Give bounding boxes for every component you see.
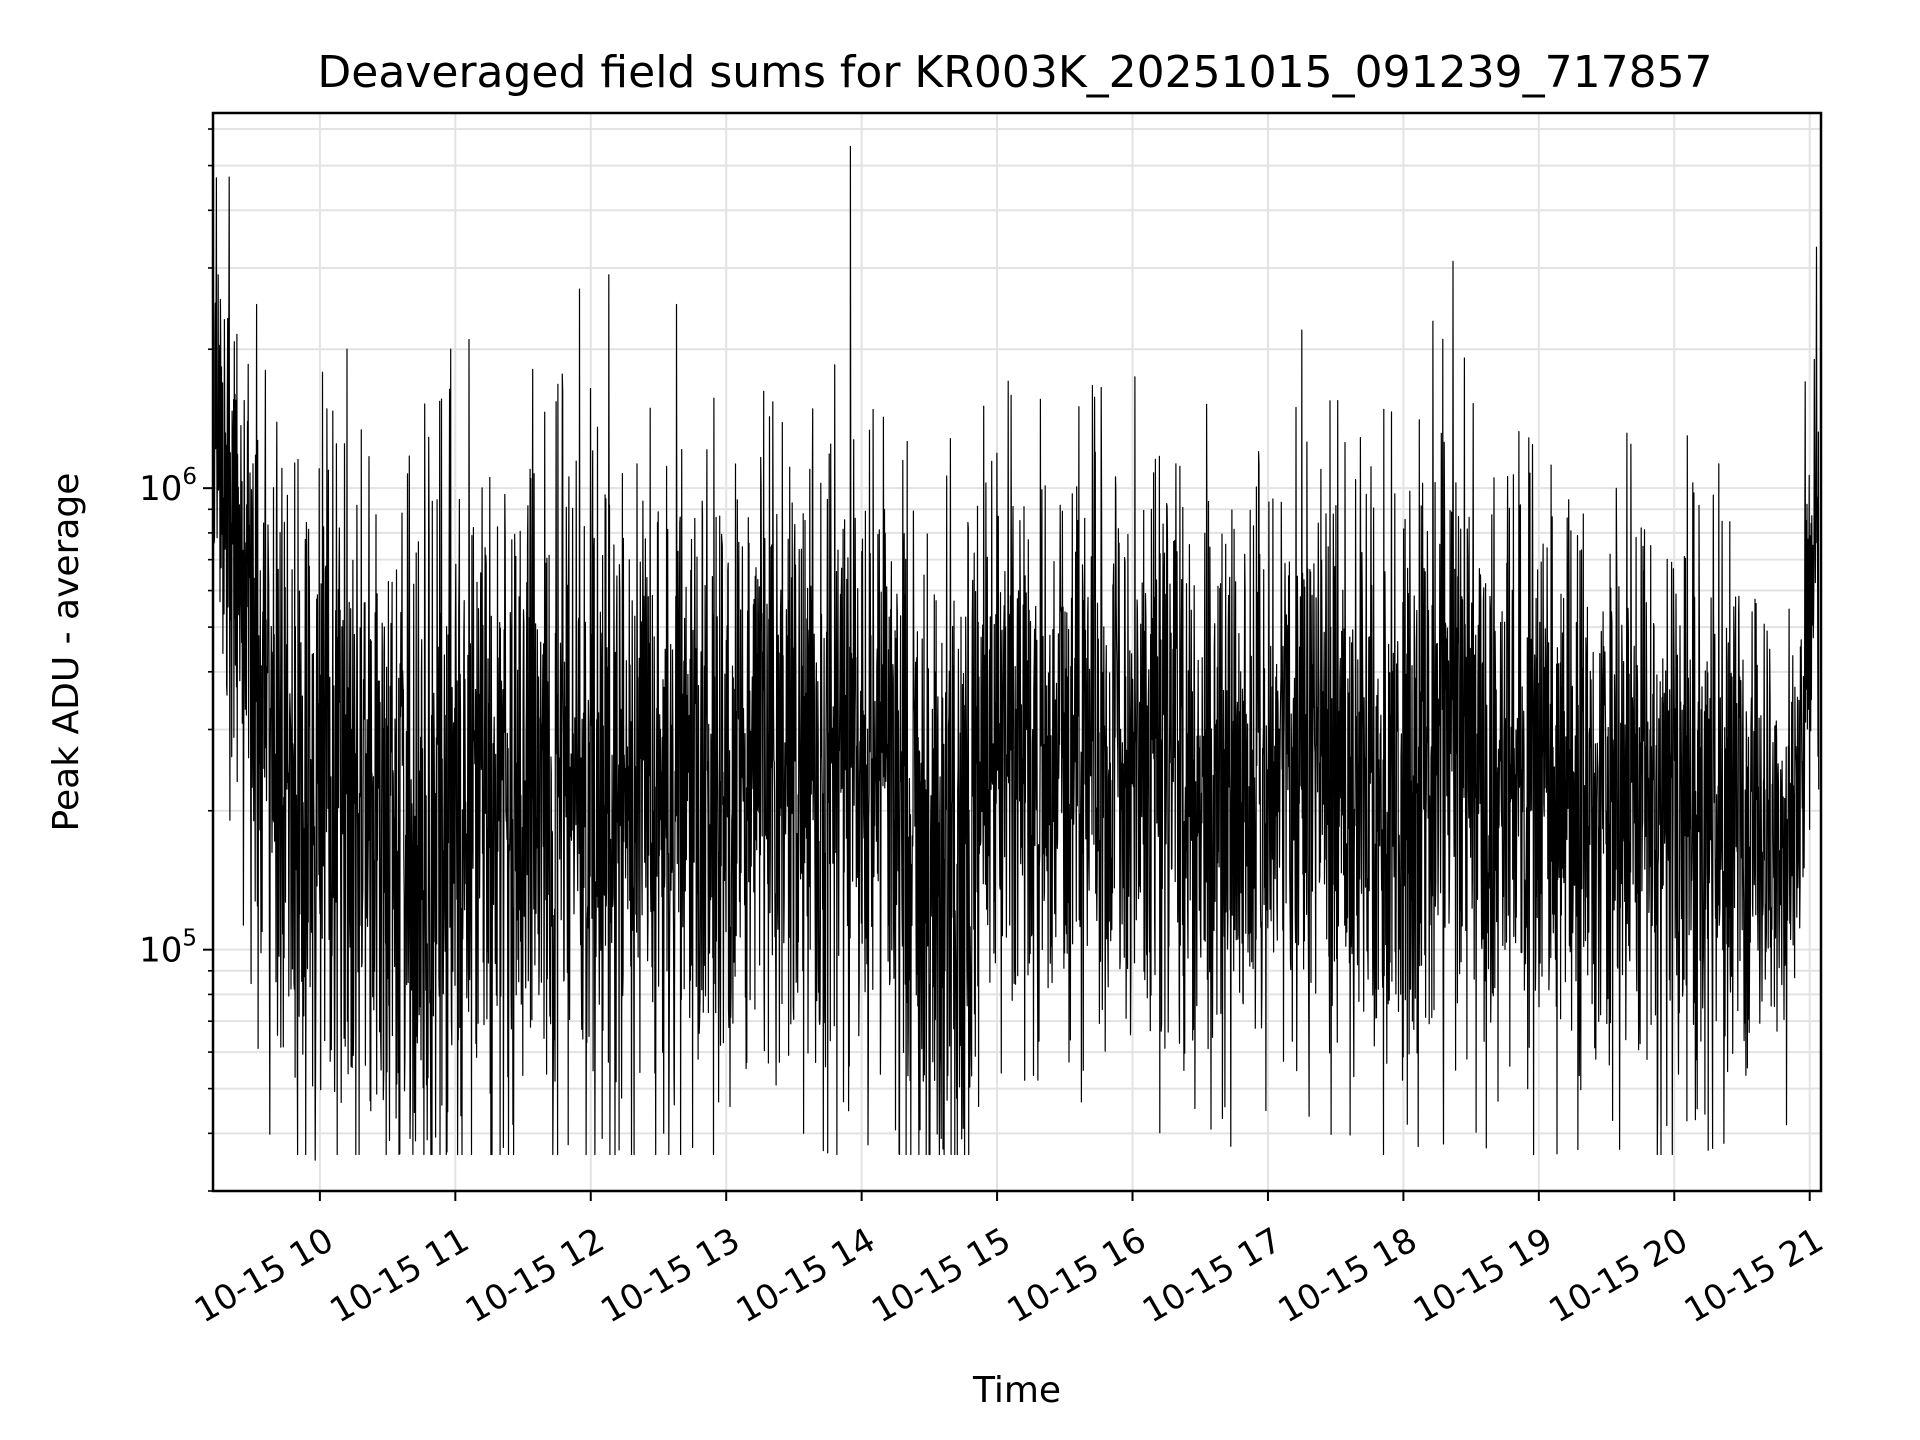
series-line bbox=[213, 145, 1820, 1161]
chart-title: Deaveraged field sums for KR003K_2025101… bbox=[317, 47, 1712, 98]
y-axis-label: Peak ADU - average bbox=[46, 473, 87, 832]
series-layer bbox=[213, 145, 1820, 1161]
plot-frame bbox=[211, 111, 1823, 1193]
x-axis-label: Time bbox=[972, 1370, 1061, 1411]
y-tick-label: 105 bbox=[139, 926, 197, 971]
